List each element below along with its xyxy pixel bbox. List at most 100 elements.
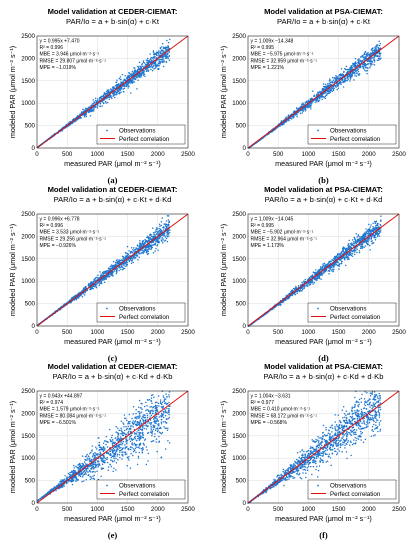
observation-point (93, 103, 95, 105)
observation-point (134, 249, 136, 251)
y-tick-label: 2000 (21, 233, 35, 240)
observation-point (158, 228, 160, 230)
observation-point (371, 48, 373, 50)
observation-point (362, 66, 364, 68)
observation-point (364, 69, 366, 71)
observation-point (139, 240, 141, 242)
observation-point (288, 114, 290, 116)
observation-point (330, 260, 332, 262)
observation-point (328, 273, 330, 275)
observation-point (373, 237, 375, 239)
observation-point (112, 275, 114, 277)
observation-point (302, 289, 304, 291)
observation-point (300, 110, 302, 112)
observation-point (151, 248, 153, 250)
observation-point (153, 51, 155, 53)
observation-point (365, 228, 367, 230)
x-tick-label: 1500 (332, 151, 346, 158)
observation-point (166, 226, 168, 228)
observation-point (366, 54, 368, 56)
x-axis-label: measured PAR (μmol m⁻² s⁻¹) (64, 337, 161, 346)
y-tick-label: 0 (243, 145, 247, 152)
observation-point (169, 51, 171, 53)
observation-point (141, 71, 143, 73)
observation-point (344, 78, 346, 80)
observation-point (322, 263, 324, 265)
observation-point (113, 261, 115, 263)
observation-point (155, 250, 157, 252)
observation-point (285, 117, 287, 119)
observation-point (92, 288, 94, 290)
observation-point (163, 229, 165, 231)
observation-point (84, 116, 86, 118)
observation-point (348, 243, 350, 245)
observation-point (110, 273, 112, 275)
x-tick-label: 2000 (362, 151, 376, 158)
observation-point (107, 89, 109, 91)
observation-point (97, 107, 99, 109)
observation-point (168, 233, 170, 235)
observation-point (123, 264, 125, 266)
x-axis-label: measured PAR (μmol m⁻² s⁻¹) (64, 159, 161, 168)
observation-point (350, 74, 352, 76)
observation-point (366, 73, 368, 75)
observation-point (326, 93, 328, 95)
observation-point (354, 238, 356, 240)
observation-point (104, 282, 106, 284)
observation-point (100, 96, 102, 98)
x-tick-label: 0 (246, 151, 250, 158)
observation-point (153, 56, 155, 58)
observation-point (85, 287, 87, 289)
observation-point (97, 274, 99, 276)
observation-point (95, 106, 97, 108)
observation-point (368, 224, 370, 226)
observation-point (348, 245, 350, 247)
observation-point (118, 91, 120, 93)
observation-point (119, 267, 121, 269)
observation-point (165, 49, 167, 51)
observation-point (114, 94, 116, 96)
observation-point (138, 76, 140, 78)
observation-point (362, 60, 364, 62)
observation-point (302, 102, 304, 104)
observation-point (346, 75, 348, 77)
observation-point (164, 235, 166, 237)
observation-point (100, 273, 102, 275)
observation-point (112, 95, 114, 97)
observation-point (122, 267, 124, 269)
stat-line: y = 0.996x +6.778 (40, 217, 80, 223)
observation-point (115, 262, 117, 264)
observation-point (356, 72, 358, 74)
observation-point (156, 241, 158, 243)
observation-point (372, 226, 374, 228)
observation-point (281, 120, 283, 122)
y-axis-label: modeled PAR (μmol m⁻² s⁻¹) (8, 46, 17, 138)
observation-point (323, 86, 325, 88)
panel-formula: PAR/Io = a + b·sin(α) + c·Kt (66, 17, 160, 26)
observation-point (161, 225, 163, 227)
observation-point (328, 93, 330, 95)
panel-title: Model validation at PSA-CIEMAT: (264, 7, 383, 16)
observation-point (376, 46, 378, 48)
panel-letter: (a) (108, 175, 118, 185)
observation-point (142, 63, 144, 64)
observation-point (143, 70, 145, 72)
observation-point (169, 60, 171, 62)
observation-point (358, 59, 360, 61)
observation-point (332, 271, 334, 273)
observation-point (147, 250, 149, 252)
observation-point (163, 55, 165, 57)
observation-point (97, 105, 99, 107)
x-tick-label: 1500 (121, 329, 135, 336)
observation-point (77, 297, 79, 299)
observation-point (127, 256, 129, 258)
observation-point (96, 277, 98, 279)
observation-point (126, 83, 128, 85)
observation-point (355, 233, 357, 235)
observation-point (160, 228, 162, 230)
observation-point (143, 60, 145, 62)
observation-point (81, 112, 83, 114)
stat-line: MBE = −5.975 μmol·m⁻²·s⁻¹ (251, 52, 314, 58)
observation-point (370, 65, 372, 67)
